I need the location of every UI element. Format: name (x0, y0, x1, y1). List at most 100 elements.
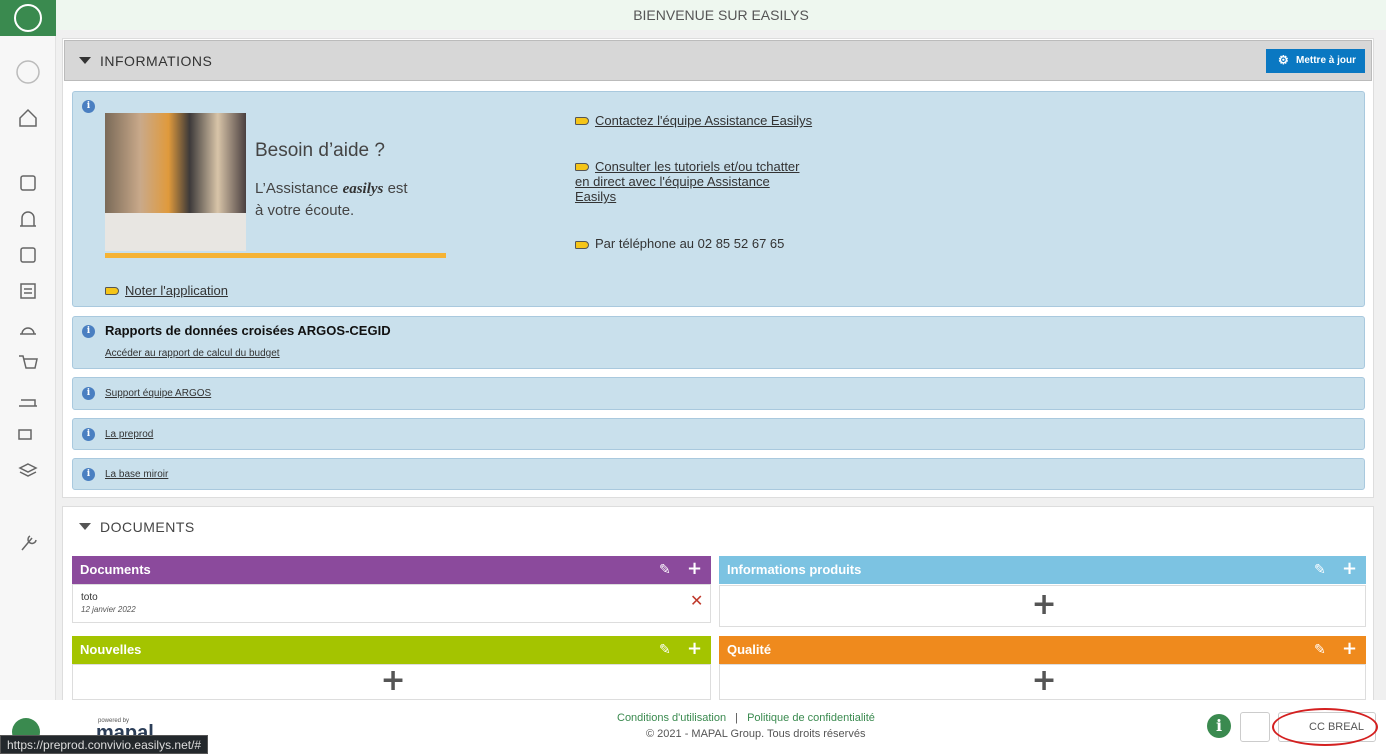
icon[interactable] (20, 211, 36, 227)
collapse-arrow (79, 57, 91, 64)
edit-icon[interactable]: ✎ (659, 642, 671, 658)
icon[interactable] (20, 327, 36, 335)
footer: powered by mapal Conditions d'utilisatio… (0, 700, 1386, 754)
widget-title: Nouvelles (80, 642, 142, 657)
item-link[interactable]: La preprod (105, 429, 154, 440)
entry-name[interactable]: toto (81, 592, 98, 603)
widget-title: Documents (80, 562, 151, 577)
item-link[interactable]: La base miroir (105, 469, 169, 480)
link-text[interactable]: Noter l'application (125, 283, 228, 298)
app-logo[interactable] (0, 0, 56, 36)
panel-title: DOCUMENTS (100, 519, 195, 535)
logo-circle (14, 4, 42, 32)
sidebar (0, 0, 56, 754)
header-title: BIENVENUE SUR EASILYS (633, 7, 809, 23)
banner-text: L’Assistance easilys est à votre écoute. (255, 178, 408, 221)
help-button[interactable] (1240, 712, 1270, 742)
banner-line: L’Assistance (255, 180, 339, 197)
delete-icon[interactable]: ✕ (690, 591, 704, 610)
widget-body: + (72, 663, 711, 700)
status-bar: https://preprod.convivio.easilys.net/# (0, 735, 209, 754)
icon[interactable] (19, 399, 37, 407)
help-phone: Par téléphone au 02 85 52 67 65 (575, 236, 784, 251)
phone-text: Par téléphone au 02 85 52 67 65 (595, 236, 785, 251)
reports-title: Rapports de données croisées ARGOS-CEGID (105, 323, 391, 338)
widget-header: Qualité ✎ + (719, 636, 1366, 664)
info-item: i La base miroir (72, 458, 1365, 490)
widget-title: Informations produits (727, 562, 862, 577)
powered-by: powered by (98, 718, 130, 724)
desk (105, 213, 246, 251)
update-button[interactable]: ⚙ Mettre à jour (1266, 49, 1365, 73)
edit-icon[interactable]: ✎ (1314, 642, 1326, 658)
icon[interactable] (20, 247, 36, 263)
icon[interactable] (19, 108, 37, 127)
panel-title: INFORMATIONS (100, 53, 213, 69)
banner-line: à votre écoute. (255, 202, 355, 219)
info-icon: i (82, 387, 95, 400)
info-icon: i (82, 325, 95, 338)
help-link[interactable]: Contactez l'équipe Assistance Easilys (575, 112, 812, 130)
hand-icon (105, 286, 119, 295)
help-box: i Besoin d’aide ? L’Assistance easilys e… (72, 91, 1365, 307)
icon[interactable] (19, 355, 38, 369)
icon[interactable] (18, 463, 38, 477)
hand-icon (575, 162, 589, 171)
add-entry[interactable]: + (1031, 587, 1057, 622)
widget-body: toto 12 janvier 2022 ✕ (72, 584, 711, 623)
footer-links: Conditions d'utilisation | Politique de … (617, 712, 875, 724)
widget-header: Informations produits ✎ + (719, 556, 1366, 584)
banner-photo (105, 113, 246, 251)
banner-brand: easilys (342, 181, 384, 197)
banner-heading: Besoin d’aide ? (255, 140, 385, 161)
info-icon: i (82, 428, 95, 441)
add-icon[interactable]: + (1342, 638, 1358, 659)
info-button[interactable]: i (1207, 714, 1231, 738)
widget-body: + (719, 585, 1366, 627)
add-icon[interactable]: + (1342, 558, 1358, 579)
item-link[interactable]: Support équipe ARGOS (105, 388, 212, 399)
banner-underline (105, 253, 446, 258)
reports-box: i Rapports de données croisées ARGOS-CEG… (72, 316, 1365, 369)
link-text[interactable]: Consulter les tutoriels et/ou tchatter e… (575, 159, 800, 204)
gear-icon: ⚙ (1278, 53, 1289, 67)
separator: | (735, 712, 739, 724)
header-bar: BIENVENUE SUR EASILYS (56, 0, 1386, 30)
copyright: © 2021 - MAPAL Group. Tous droits réserv… (646, 728, 866, 740)
icon[interactable] (20, 283, 36, 299)
hand-icon (575, 240, 589, 249)
privacy-link[interactable]: Politique de confidentialité (747, 712, 875, 724)
info-icon: i (82, 468, 95, 481)
icon[interactable] (20, 175, 36, 191)
info-icon: i (82, 100, 95, 113)
edit-icon[interactable]: ✎ (1314, 562, 1326, 578)
hand-icon (575, 116, 589, 125)
help-link[interactable]: Noter l'application (105, 282, 228, 300)
icon[interactable] (21, 535, 37, 551)
widget-body: + (719, 663, 1366, 700)
edit-icon[interactable]: ✎ (659, 562, 671, 578)
icon[interactable] (18, 429, 32, 440)
icon[interactable] (16, 60, 40, 84)
info-item: i La preprod (72, 418, 1365, 450)
widget-title: Qualité (727, 642, 772, 657)
button-label: Mettre à jour (1296, 55, 1357, 66)
help-link[interactable]: Consulter les tutoriels et/ou tchatter e… (575, 159, 805, 204)
informations-header[interactable]: INFORMATIONS ⚙ Mettre à jour (64, 40, 1372, 81)
widget-header: Documents ✎ + (72, 556, 711, 584)
terms-link[interactable]: Conditions d'utilisation (617, 712, 727, 724)
add-entry[interactable]: + (380, 663, 406, 698)
info-item: i Support équipe ARGOS (72, 377, 1365, 410)
reports-link[interactable]: Accéder au rapport de calcul du budget (105, 348, 280, 359)
sidebar-icons (16, 60, 40, 551)
add-entry[interactable]: + (1031, 663, 1057, 698)
add-icon[interactable]: + (687, 638, 703, 659)
highlight-ellipse (1272, 708, 1378, 746)
add-icon[interactable]: + (687, 558, 703, 579)
status-url: https://preprod.convivio.easilys.net/# (7, 738, 202, 752)
collapse-arrow (79, 523, 91, 530)
banner-line: est (387, 180, 408, 197)
link-text[interactable]: Contactez l'équipe Assistance Easilys (595, 113, 813, 128)
entry-date: 12 janvier 2022 (81, 605, 136, 614)
